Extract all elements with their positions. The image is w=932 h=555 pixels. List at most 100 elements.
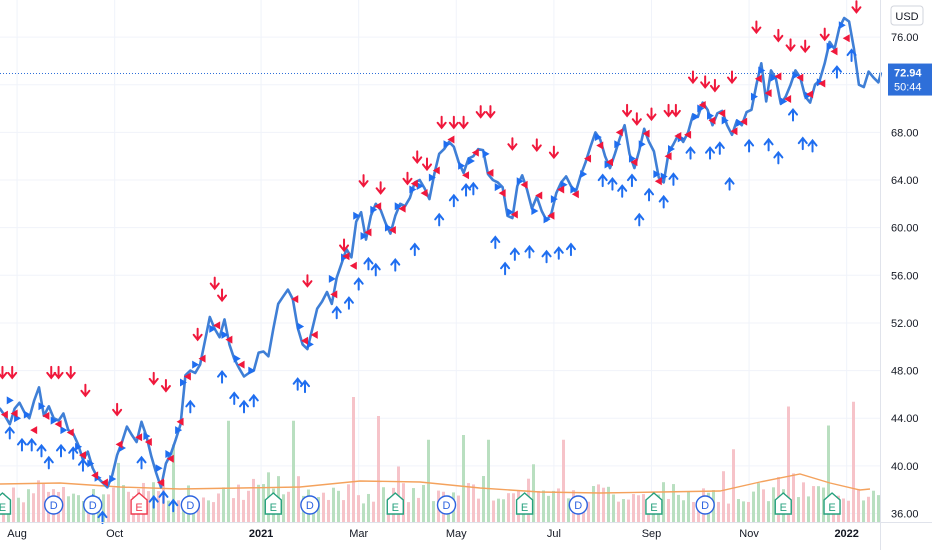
sell-arrow-marker xyxy=(412,150,423,164)
entry-triangle-marker xyxy=(6,396,14,405)
buy-arrow-marker xyxy=(685,146,696,160)
x-tick-label: Nov xyxy=(739,528,759,540)
earnings-badge[interactable]: E xyxy=(823,492,841,515)
earnings-upcoming-badge[interactable]: E xyxy=(130,492,148,515)
earnings-badge[interactable]: E xyxy=(774,492,792,515)
entry-triangle-marker xyxy=(353,211,361,220)
exit-triangle-marker xyxy=(754,74,762,83)
volume-bar xyxy=(12,487,15,522)
entry-triangle-marker xyxy=(428,173,436,182)
earnings-badge[interactable]: E xyxy=(515,492,534,515)
entry-triangle-marker xyxy=(792,71,800,80)
sell-arrow-marker xyxy=(46,365,57,380)
exit-triangle-marker xyxy=(498,189,506,198)
y-tick-label: 40.00 xyxy=(891,461,919,473)
volume-bar xyxy=(262,484,265,522)
volume-bar xyxy=(37,480,40,522)
volume-bar xyxy=(812,486,815,522)
exit-triangle-marker xyxy=(54,420,62,429)
exit-triangle-marker xyxy=(630,158,638,167)
volume-bar xyxy=(847,500,850,522)
buy-arrow-marker xyxy=(56,443,66,458)
volume-bar xyxy=(107,494,110,522)
entry-triangle-marker xyxy=(697,104,705,113)
volume-bar xyxy=(872,490,875,522)
entry-triangle-marker xyxy=(360,231,368,240)
buy-arrow-marker xyxy=(500,261,511,276)
entry-triangle-marker xyxy=(668,145,675,154)
volume-bar xyxy=(512,493,515,522)
entry-triangle-marker xyxy=(638,140,646,149)
volume-bar xyxy=(332,487,335,522)
exit-triangle-marker xyxy=(330,290,338,299)
entry-triangle-marker xyxy=(482,149,490,158)
dividend-badge[interactable]: D xyxy=(180,495,201,515)
dividend-badge[interactable]: D xyxy=(695,495,715,515)
volume-bar xyxy=(32,493,35,522)
sell-arrow-marker xyxy=(646,107,657,122)
earnings-badge[interactable]: E xyxy=(645,492,663,515)
volume-bar xyxy=(627,499,630,522)
entry-triangle-marker xyxy=(570,185,578,194)
currency-button[interactable]: USD xyxy=(890,5,924,26)
exit-triangle-marker xyxy=(547,211,555,220)
volume-bar xyxy=(617,501,620,522)
earnings-badge[interactable]: E xyxy=(386,492,404,515)
volume-bar xyxy=(212,502,215,522)
sell-arrow-marker xyxy=(700,75,711,89)
exit-triangle-marker xyxy=(698,100,706,109)
volume-bar xyxy=(642,494,645,522)
entry-triangle-marker xyxy=(692,112,700,121)
entry-triangle-marker xyxy=(87,459,95,468)
dividend-badge[interactable]: D xyxy=(436,495,457,515)
exit-triangle-marker xyxy=(301,336,308,345)
exit-triangle-marker xyxy=(176,417,184,426)
exit-triangle-marker xyxy=(30,426,38,435)
exit-triangle-marker xyxy=(115,440,123,449)
volume-bar xyxy=(467,483,470,522)
dividend-badge[interactable]: D xyxy=(568,495,588,515)
sell-arrow-marker xyxy=(53,365,64,380)
exit-triangle-marker xyxy=(410,179,418,188)
sell-arrow-marker xyxy=(436,115,447,130)
buy-arrow-marker xyxy=(390,258,401,272)
volume-bar xyxy=(482,476,485,522)
buy-arrow-marker xyxy=(363,256,374,271)
dividend-badge[interactable]: D xyxy=(83,495,103,515)
volume-bar xyxy=(257,484,260,522)
exit-triangle-marker xyxy=(157,478,165,487)
exit-triangle-marker xyxy=(42,411,50,420)
volume-bar xyxy=(497,498,500,522)
buy-arrow-marker xyxy=(797,136,808,151)
buy-arrow-marker xyxy=(217,369,228,384)
sell-arrow-marker xyxy=(663,103,674,118)
sell-arrow-marker xyxy=(548,145,559,160)
entry-triangle-marker xyxy=(180,378,187,387)
price-line-layer xyxy=(0,16,883,489)
dividend-badge[interactable]: D xyxy=(43,495,64,515)
volume-bar xyxy=(852,401,855,522)
earnings-badge[interactable]: E xyxy=(264,492,282,515)
sell-arrow-marker xyxy=(773,28,784,43)
exit-triangle-marker xyxy=(398,204,406,213)
exit-triangle-marker xyxy=(432,166,440,175)
sell-arrow-marker xyxy=(458,115,469,130)
buy-arrow-marker xyxy=(763,137,774,152)
sell-arrow-marker xyxy=(670,103,681,118)
sell-arrow-marker xyxy=(631,112,642,126)
entry-triangle-marker xyxy=(614,140,622,149)
volume-moving-average xyxy=(0,473,871,494)
exit-triangle-marker xyxy=(830,47,838,56)
earnings-badge[interactable]: E xyxy=(0,492,12,515)
exit-triangle-marker xyxy=(520,180,528,189)
exit-triangle-marker xyxy=(237,360,245,369)
earnings-badge-shape xyxy=(823,492,841,515)
dividend-badge[interactable]: D xyxy=(300,495,320,515)
exit-triangle-marker xyxy=(388,226,396,235)
buy-arrow-marker xyxy=(490,235,501,249)
volume-bar xyxy=(552,490,555,522)
volume-bar xyxy=(432,501,435,522)
volume-bar xyxy=(177,500,180,522)
sell-arrow-marker xyxy=(358,174,369,188)
